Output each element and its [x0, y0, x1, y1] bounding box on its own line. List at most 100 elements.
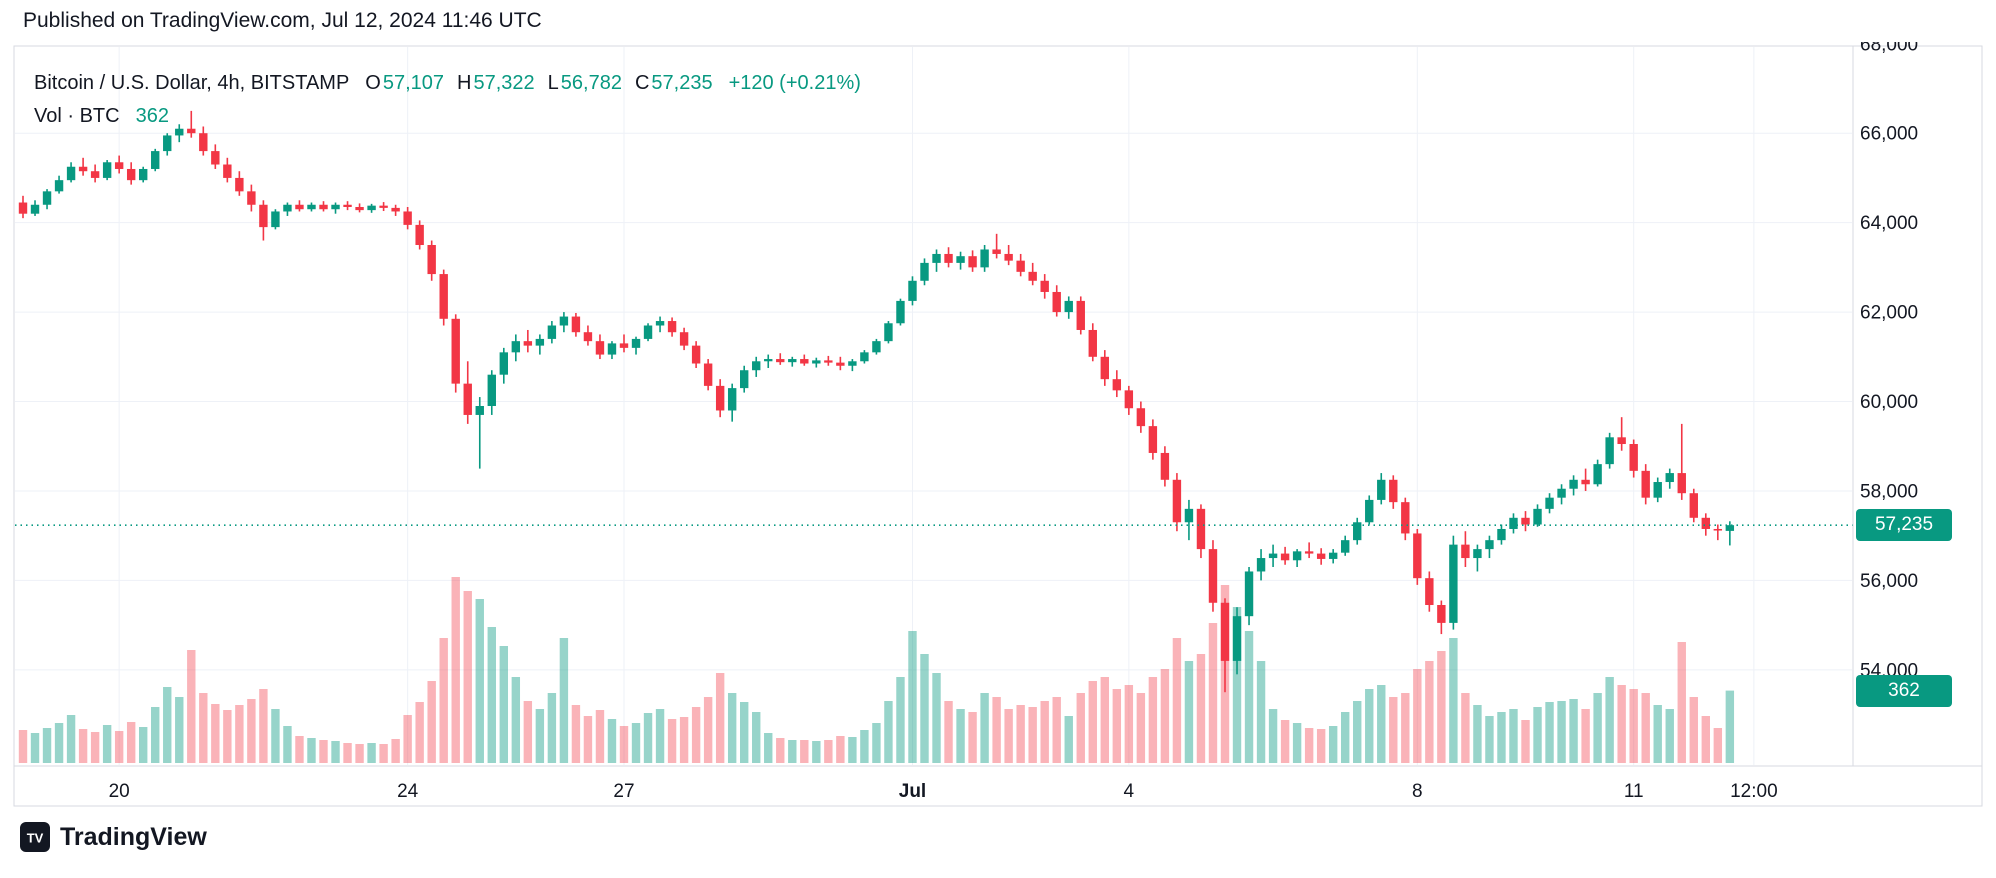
candle-body — [764, 359, 773, 362]
candle-body — [643, 325, 653, 339]
candle-body — [1064, 300, 1073, 313]
x-axis-label: Jul — [899, 781, 926, 802]
volume-bar — [187, 650, 196, 763]
volume-label: Vol · BTC — [34, 105, 120, 127]
volume-bar — [1353, 701, 1362, 763]
candle-body — [1569, 479, 1578, 489]
candle-body — [1148, 426, 1158, 453]
y-axis-label: 58,000 — [1860, 481, 1918, 502]
volume-bar — [1244, 631, 1254, 763]
volume-bar — [679, 717, 689, 763]
candle-body — [1244, 571, 1254, 617]
candle-body — [535, 338, 545, 346]
volume-bar — [355, 744, 364, 763]
volume-bar — [247, 699, 256, 763]
candle-body — [607, 343, 617, 355]
candle-body — [439, 274, 448, 319]
volume-bar — [992, 697, 1001, 763]
candle-body — [523, 341, 533, 346]
frame-layer — [13, 45, 1983, 807]
candle-body — [583, 332, 593, 342]
volume-bar — [1641, 693, 1650, 763]
candle-body — [571, 316, 581, 333]
candle-body — [1533, 508, 1542, 525]
brand-text[interactable]: TradingView — [60, 822, 207, 851]
published-text: Published on TradingView.com, Jul 12, 20… — [23, 9, 542, 32]
volume-bar — [1148, 677, 1158, 763]
volume-bar — [884, 701, 893, 763]
ohlc-low: L 56,782 — [548, 72, 622, 95]
candle-body — [1256, 558, 1266, 572]
volume-bar — [1040, 701, 1049, 763]
candle-body — [1713, 528, 1723, 531]
logo-background — [20, 822, 50, 852]
candle-body — [1184, 508, 1194, 523]
volume-bar — [980, 693, 989, 763]
candle-body — [703, 363, 713, 386]
candle-body — [151, 151, 160, 169]
candle-body — [199, 133, 208, 152]
candle-body — [102, 162, 112, 178]
volume-bar — [607, 719, 617, 763]
volume-bar — [968, 712, 977, 763]
x-axis-labels[interactable]: 20 24 27 Jul 4 8 11 12:00 — [109, 781, 1778, 802]
volume-bar — [788, 740, 797, 763]
candle-body — [1292, 551, 1302, 561]
ohlc-open: O 57,107 — [365, 72, 444, 95]
candle-body — [355, 206, 364, 211]
candle-body — [980, 249, 989, 268]
volume-bar — [1184, 661, 1194, 763]
candle-body — [1497, 528, 1506, 541]
volume-bar — [1449, 638, 1458, 763]
candle-body — [1088, 329, 1097, 357]
candle-body — [595, 341, 605, 355]
candle-body — [824, 360, 833, 363]
candle-body — [872, 341, 881, 353]
volume-bar — [595, 710, 605, 763]
candle-body — [1449, 544, 1458, 623]
published-bar: Published on TradingView.com, Jul 12, 20… — [0, 0, 1996, 42]
volume-bar — [1328, 726, 1338, 763]
candle-body — [1316, 553, 1326, 559]
volume-bar — [151, 707, 160, 763]
volume-value: 362 — [135, 105, 169, 127]
volume-bar — [295, 736, 304, 763]
volume-bar — [812, 741, 821, 763]
grid-layer — [15, 47, 1852, 765]
candle-body — [1353, 522, 1362, 541]
candle-body — [1557, 488, 1566, 498]
volume-bar — [1377, 685, 1386, 763]
candle-body — [1605, 437, 1614, 465]
candle-body — [1160, 452, 1170, 480]
volume-bar — [451, 577, 460, 763]
volume-bar — [78, 729, 88, 763]
candle-body — [860, 352, 869, 362]
volume-bar — [487, 627, 496, 763]
candle-body — [944, 253, 953, 263]
candle-body — [1341, 540, 1350, 553]
candle-body — [956, 256, 965, 263]
tradingview-logo-icon[interactable]: TV — [20, 822, 50, 852]
candle-body — [1377, 479, 1386, 500]
volume-bar — [1208, 623, 1218, 763]
candle-body — [367, 205, 376, 211]
volume-layer — [18, 577, 1735, 763]
change-value: +120 (+0.21%) — [728, 72, 861, 94]
candle-body — [1136, 408, 1146, 427]
y-axis-labels[interactable]: 68,00066,00064,00062,00060,00058,00056,0… — [1860, 34, 1918, 681]
y-axis-label: 66,000 — [1860, 124, 1918, 145]
candle-body — [727, 388, 737, 411]
candle-body — [163, 135, 172, 152]
volume-bar — [727, 693, 737, 763]
candle-body — [463, 383, 472, 415]
candle-body — [1629, 444, 1638, 471]
volume-bar — [571, 705, 581, 763]
volume-bar — [102, 725, 112, 763]
candle-body — [18, 202, 28, 214]
legend-volume-row: Vol · BTC 362 — [34, 105, 861, 132]
candle-body — [992, 249, 1001, 254]
x-axis-label: 24 — [397, 781, 419, 802]
close-value: 57,235 — [651, 72, 713, 94]
